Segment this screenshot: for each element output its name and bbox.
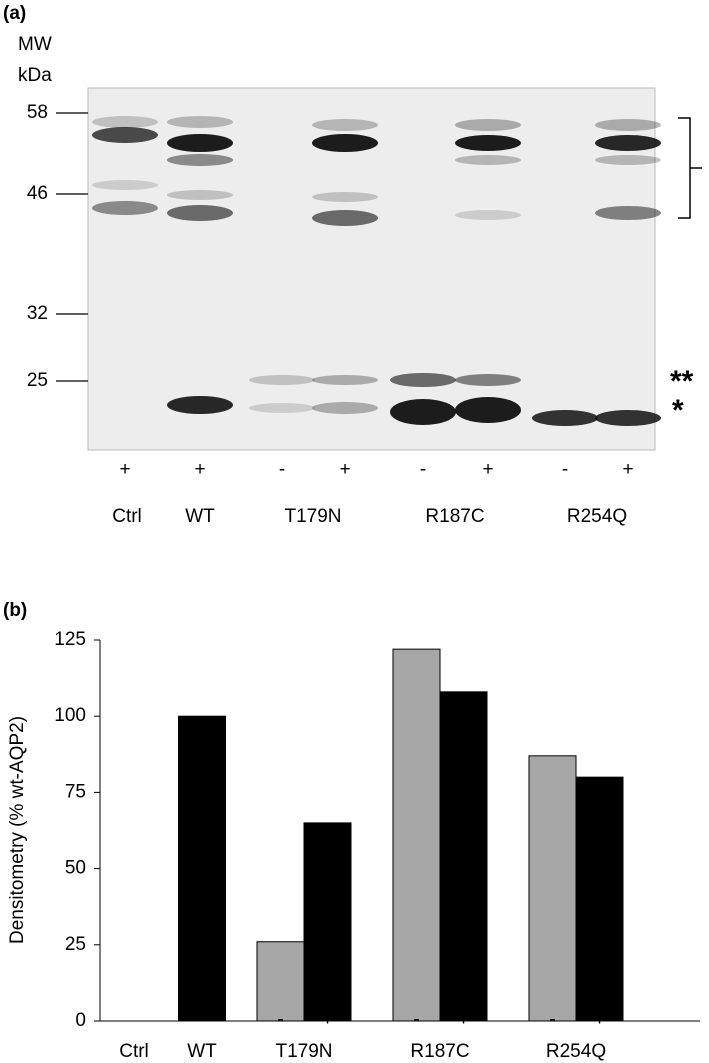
lane-sign: - <box>420 459 426 480</box>
y-tick-label: 0 <box>75 1010 86 1031</box>
band <box>249 375 315 385</box>
mw-marker: 25 <box>27 370 48 391</box>
x-category-label: T179N <box>275 1041 332 1062</box>
band <box>312 375 378 385</box>
band <box>532 410 598 426</box>
band <box>249 403 315 413</box>
band <box>312 402 378 414</box>
band <box>92 201 158 215</box>
band <box>167 134 233 152</box>
panel-label: (b) <box>3 600 27 621</box>
lane-name: R187C <box>425 506 484 527</box>
y-axis-label: Densitometry (% wt-AQP2) <box>7 716 28 944</box>
band <box>595 119 661 131</box>
bar <box>303 822 352 1022</box>
lane-sign: + <box>194 459 205 480</box>
mw-unit: kDa <box>18 65 52 86</box>
band <box>455 155 521 165</box>
band-mark: * <box>672 394 684 427</box>
bar <box>439 691 488 1022</box>
mw-title: MW <box>18 34 52 55</box>
band <box>455 210 521 220</box>
x-sign-label: - <box>549 1009 555 1030</box>
lane-name: R254Q <box>567 506 627 527</box>
band <box>595 155 661 165</box>
x-category-label: R187C <box>410 1041 469 1062</box>
band <box>167 116 233 128</box>
x-category-label: WT <box>187 1041 217 1062</box>
x-sign-label: + <box>594 1009 605 1030</box>
band <box>390 373 456 387</box>
y-tick-label: 50 <box>65 858 86 879</box>
band <box>167 190 233 200</box>
lane-sign: + <box>622 459 633 480</box>
bracket <box>678 117 702 219</box>
panel-label: (a) <box>3 3 26 24</box>
band <box>167 396 233 414</box>
y-tick-label: 100 <box>54 705 86 726</box>
bar <box>575 776 624 1022</box>
mw-marker: 32 <box>27 303 48 324</box>
lane-name: WT <box>185 506 215 527</box>
lane-sign: - <box>279 459 285 480</box>
band <box>167 154 233 166</box>
band <box>312 192 378 202</box>
mw-marker: 58 <box>27 102 48 123</box>
band <box>312 210 378 226</box>
band <box>92 180 158 190</box>
lane-name: Ctrl <box>112 506 142 527</box>
band <box>595 206 661 220</box>
band <box>455 397 521 423</box>
lane-name: T179N <box>284 506 341 527</box>
lane-sign: + <box>339 459 350 480</box>
band <box>312 119 378 131</box>
band <box>92 127 158 143</box>
band <box>455 135 521 151</box>
x-category-label: Ctrl <box>119 1041 149 1062</box>
band <box>455 119 521 131</box>
band <box>595 410 661 426</box>
bar <box>178 715 226 1022</box>
x-sign-label: - <box>413 1009 419 1030</box>
bar <box>392 648 441 1022</box>
bar <box>528 755 577 1022</box>
band <box>595 135 661 151</box>
band <box>455 374 521 386</box>
band <box>390 399 456 425</box>
y-tick-label: 25 <box>65 934 86 955</box>
y-tick-label: 75 <box>65 781 86 802</box>
band <box>167 205 233 221</box>
band <box>312 134 378 152</box>
band-mark: ** <box>670 365 694 398</box>
band <box>92 116 158 128</box>
blot-bands <box>92 116 661 426</box>
x-sign-label: + <box>322 1009 333 1030</box>
lane-sign: - <box>562 459 568 480</box>
lane-sign: + <box>119 459 130 480</box>
mw-marker: 46 <box>27 183 48 204</box>
lane-sign: + <box>482 459 493 480</box>
x-sign-label: + <box>458 1009 469 1030</box>
x-sign-label: - <box>277 1009 283 1030</box>
y-tick-label: 125 <box>54 629 86 650</box>
x-category-label: R254Q <box>546 1041 606 1062</box>
